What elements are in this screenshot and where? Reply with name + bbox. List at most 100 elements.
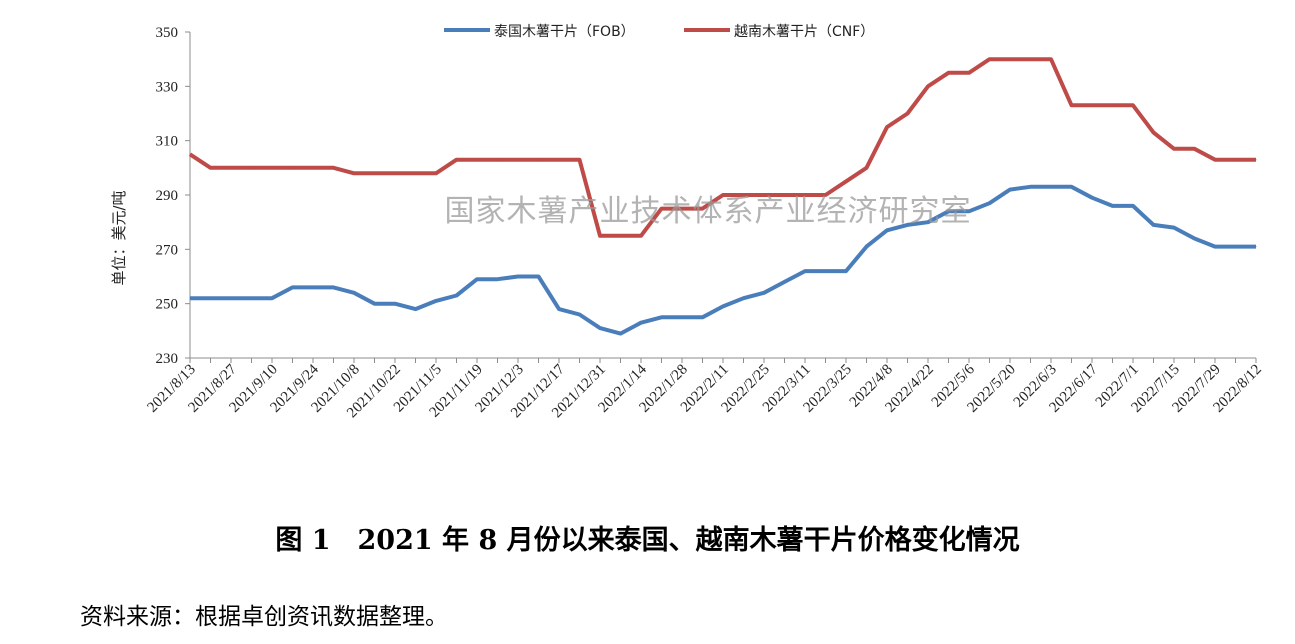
data-point [353, 292, 355, 294]
data-point [517, 159, 519, 161]
data-point [271, 297, 273, 299]
data-point [784, 281, 785, 283]
data-point [886, 229, 888, 231]
data-point [374, 172, 375, 174]
data-point [702, 208, 703, 210]
data-point [579, 159, 580, 161]
data-point [825, 194, 826, 196]
data-point [517, 276, 519, 277]
data-point [271, 167, 273, 169]
data-point [251, 167, 252, 169]
data-point [333, 167, 334, 169]
data-point [1091, 104, 1093, 106]
data-point [640, 235, 642, 237]
data-point [1030, 186, 1031, 188]
data-point [230, 167, 232, 169]
data-point [620, 333, 621, 335]
legend-label: 泰国木薯干片（FOB） [494, 24, 635, 40]
data-point [743, 194, 744, 196]
data-point [804, 270, 806, 272]
data-point [538, 159, 539, 161]
data-point [210, 297, 211, 299]
data-point [722, 305, 724, 307]
data-point [968, 210, 970, 212]
data-point [1255, 246, 1257, 248]
data-point [804, 194, 806, 196]
figure-caption: 图 1 2021 年 8 月份以来泰国、越南木薯干片价格变化情况 [275, 525, 1020, 556]
data-point [558, 159, 560, 161]
data-point [743, 297, 744, 299]
data-point [394, 172, 396, 174]
y-tick-label: 250 [156, 297, 179, 313]
data-point [1132, 104, 1134, 106]
series-lines [188, 57, 1257, 336]
data-point [722, 194, 724, 196]
data-point [825, 270, 826, 272]
y-tick-label: 230 [156, 351, 179, 367]
data-point [1214, 159, 1216, 161]
data-point [866, 167, 867, 169]
data-point [1071, 104, 1072, 106]
data-point [948, 72, 949, 74]
data-point [538, 276, 539, 277]
data-point [353, 172, 355, 174]
data-point [497, 159, 498, 161]
data-point [579, 314, 580, 315]
data-point [866, 246, 867, 248]
data-point [907, 224, 908, 226]
y-tick-label: 350 [156, 25, 179, 41]
y-axis-label: 单位：美元/吨 [110, 190, 128, 285]
data-point [845, 180, 847, 182]
data-point [435, 300, 437, 302]
data-point [1235, 246, 1236, 248]
data-point [558, 308, 560, 310]
data-point [927, 221, 929, 223]
data-point [1173, 227, 1175, 229]
data-point [886, 126, 888, 128]
data-point [1173, 148, 1175, 150]
data-point [599, 327, 601, 329]
y-tick-label: 290 [156, 188, 179, 204]
data-point [1050, 186, 1052, 188]
data-point [1030, 58, 1031, 60]
watermark: 国家木薯产业技术体系产业经济研究室 [445, 194, 972, 229]
data-point [620, 235, 621, 237]
y-tick-label: 330 [156, 79, 179, 95]
data-point [1009, 58, 1011, 60]
data-point [784, 194, 785, 196]
line-chart: 2302502702903103303502021/8/132021/8/272… [110, 24, 1265, 421]
data-point [1194, 148, 1195, 150]
data-point [1235, 159, 1236, 161]
data-point [415, 308, 416, 310]
data-point [333, 286, 334, 288]
data-point [1255, 159, 1257, 161]
data-point [927, 85, 929, 87]
data-point [374, 303, 375, 305]
data-point [599, 235, 601, 237]
y-tick-label: 270 [156, 242, 179, 258]
data-point [456, 159, 457, 161]
data-point [661, 208, 662, 210]
data-point [1153, 224, 1154, 226]
legend: 泰国木薯干片（FOB） 越南木薯干片（CNF） [444, 24, 874, 40]
data-point [1112, 205, 1113, 207]
data-point [230, 297, 232, 299]
data-point [415, 172, 416, 174]
data-point [251, 297, 252, 299]
data-point [312, 286, 314, 288]
data-point [210, 167, 211, 169]
data-point [1214, 246, 1216, 248]
data-point [1132, 205, 1134, 207]
data-point [312, 167, 314, 169]
data-point [907, 113, 908, 114]
legend-label: 越南木薯干片（CNF） [734, 24, 874, 40]
data-point [1153, 132, 1154, 133]
data-point [763, 194, 765, 196]
data-point [1050, 58, 1052, 60]
data-point [1091, 197, 1093, 199]
data-point [1112, 104, 1113, 106]
source-note: 资料来源：根据卓创资讯数据整理。 [80, 604, 448, 630]
data-point [989, 58, 990, 60]
data-point [681, 208, 683, 210]
data-point [989, 202, 990, 204]
